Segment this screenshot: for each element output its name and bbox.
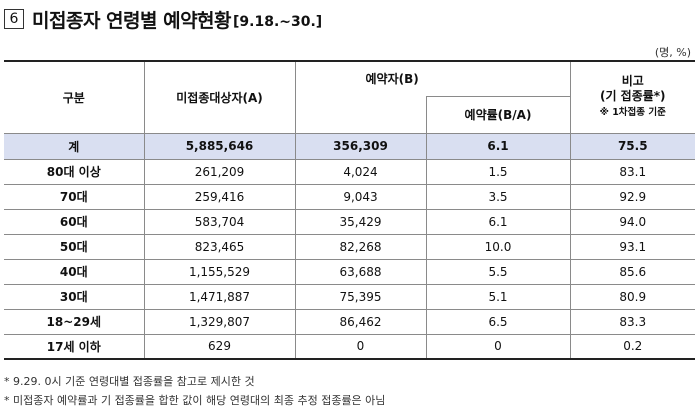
row-label: 30대 <box>4 283 145 310</box>
cell-reserved: 9,043 <box>294 183 427 210</box>
table-row: 18~29세 1,329,807 86,462 6.5 83.3 <box>4 308 695 335</box>
footnotes: * 9.29. 0시 기준 연령대별 접종률을 참고로 제시한 것 * 미접종자… <box>4 372 385 410</box>
header-category: 구분 <box>4 60 145 134</box>
header-note-line2: (기 접종률*) <box>599 89 666 104</box>
cell-reserved: 35,429 <box>294 208 427 235</box>
row-label: 40대 <box>4 258 145 285</box>
cell-reserved: 82,268 <box>294 233 427 260</box>
cell-unvaccinated: 1,329,807 <box>143 308 296 335</box>
cell-rate: 0 <box>425 333 571 360</box>
cell-reserved: 63,688 <box>294 258 427 285</box>
cell-rate: 1.5 <box>425 158 571 185</box>
row-label: 50대 <box>4 233 145 260</box>
cell-note: 83.3 <box>569 308 695 335</box>
title-text: 미접종자 연령별 예약현황 <box>32 9 232 32</box>
header-note-sub: ※ 1차접종 기준 <box>599 107 666 119</box>
cell-note: 92.9 <box>569 183 695 210</box>
cell-note: 85.6 <box>569 258 695 285</box>
table-row: 30대 1,471,887 75,395 5.1 80.9 <box>4 283 695 310</box>
cell-note: 94.0 <box>569 208 695 235</box>
row-label: 계 <box>4 132 145 160</box>
cell-unvaccinated: 259,416 <box>143 183 296 210</box>
cell-reserved: 0 <box>294 333 427 360</box>
cell-rate: 6.1 <box>425 208 571 235</box>
footnote-2: * 미접종자 예약률과 기 접종률을 합한 값이 해당 연령대의 최종 추정 접… <box>4 394 386 407</box>
cell-rate: 3.5 <box>425 183 571 210</box>
cell-note: 75.5 <box>569 132 695 160</box>
cell-unvaccinated: 823,465 <box>143 233 296 260</box>
table-row: 40대 1,155,529 63,688 5.5 85.6 <box>4 258 695 285</box>
table-row: 60대 583,704 35,429 6.1 94.0 <box>4 208 695 235</box>
row-label: 70대 <box>4 183 145 210</box>
cell-unvaccinated: 5,885,646 <box>143 132 296 160</box>
header-unvaccinated: 미접종대상자(A) <box>143 60 296 134</box>
section-number-box: 6 <box>4 9 24 29</box>
header-note: 비고 (기 접종률*) ※ 1차접종 기준 <box>569 60 695 134</box>
row-label: 60대 <box>4 208 145 235</box>
header-note-line1: 비고 <box>621 74 644 89</box>
cell-note: 83.1 <box>569 158 695 185</box>
row-label: 17세 이하 <box>4 333 145 360</box>
table-row-total: 계 5,885,646 356,309 6.1 75.5 <box>4 132 695 160</box>
cell-note: 80.9 <box>569 283 695 310</box>
cell-unvaccinated: 1,155,529 <box>143 258 296 285</box>
reservation-table: 구분 미접종대상자(A) 예약자(B) 비고 (기 접종률*) ※ 1차접종 기… <box>4 60 695 360</box>
table-row: 17세 이하 629 0 0 0.2 <box>4 333 695 360</box>
cell-rate: 6.5 <box>425 308 571 335</box>
cell-note: 0.2 <box>569 333 695 360</box>
row-label: 80대 이상 <box>4 158 145 185</box>
cell-reserved: 4,024 <box>294 158 427 185</box>
cell-reserved: 86,462 <box>294 308 427 335</box>
cell-unvaccinated: 583,704 <box>143 208 296 235</box>
footnote-1: * 9.29. 0시 기준 연령대별 접종률을 참고로 제시한 것 <box>4 375 255 388</box>
header-reserved: 예약자(B) <box>294 60 571 96</box>
header-reserved-spacer <box>295 96 427 134</box>
section-title: 6 미접종자 연령별 예약현황 [9.18.~30.] <box>4 6 322 32</box>
cell-rate: 6.1 <box>425 132 571 160</box>
table-row: 50대 823,465 82,268 10.0 93.1 <box>4 233 695 260</box>
table-row: 70대 259,416 9,043 3.5 92.9 <box>4 183 695 210</box>
cell-unvaccinated: 629 <box>143 333 296 360</box>
cell-reserved: 356,309 <box>294 132 427 160</box>
cell-rate: 5.1 <box>425 283 571 310</box>
header-rate: 예약률(B/A) <box>425 95 570 134</box>
cell-rate: 5.5 <box>425 258 571 285</box>
cell-rate: 10.0 <box>425 233 571 260</box>
unit-label: (명, %) <box>654 46 691 59</box>
title-date: [9.18.~30.] <box>233 14 323 30</box>
cell-unvaccinated: 261,209 <box>143 158 296 185</box>
table-row: 80대 이상 261,209 4,024 1.5 83.1 <box>4 158 695 185</box>
cell-unvaccinated: 1,471,887 <box>143 283 296 310</box>
row-label: 18~29세 <box>4 308 145 335</box>
cell-note: 93.1 <box>569 233 695 260</box>
cell-reserved: 75,395 <box>294 283 427 310</box>
